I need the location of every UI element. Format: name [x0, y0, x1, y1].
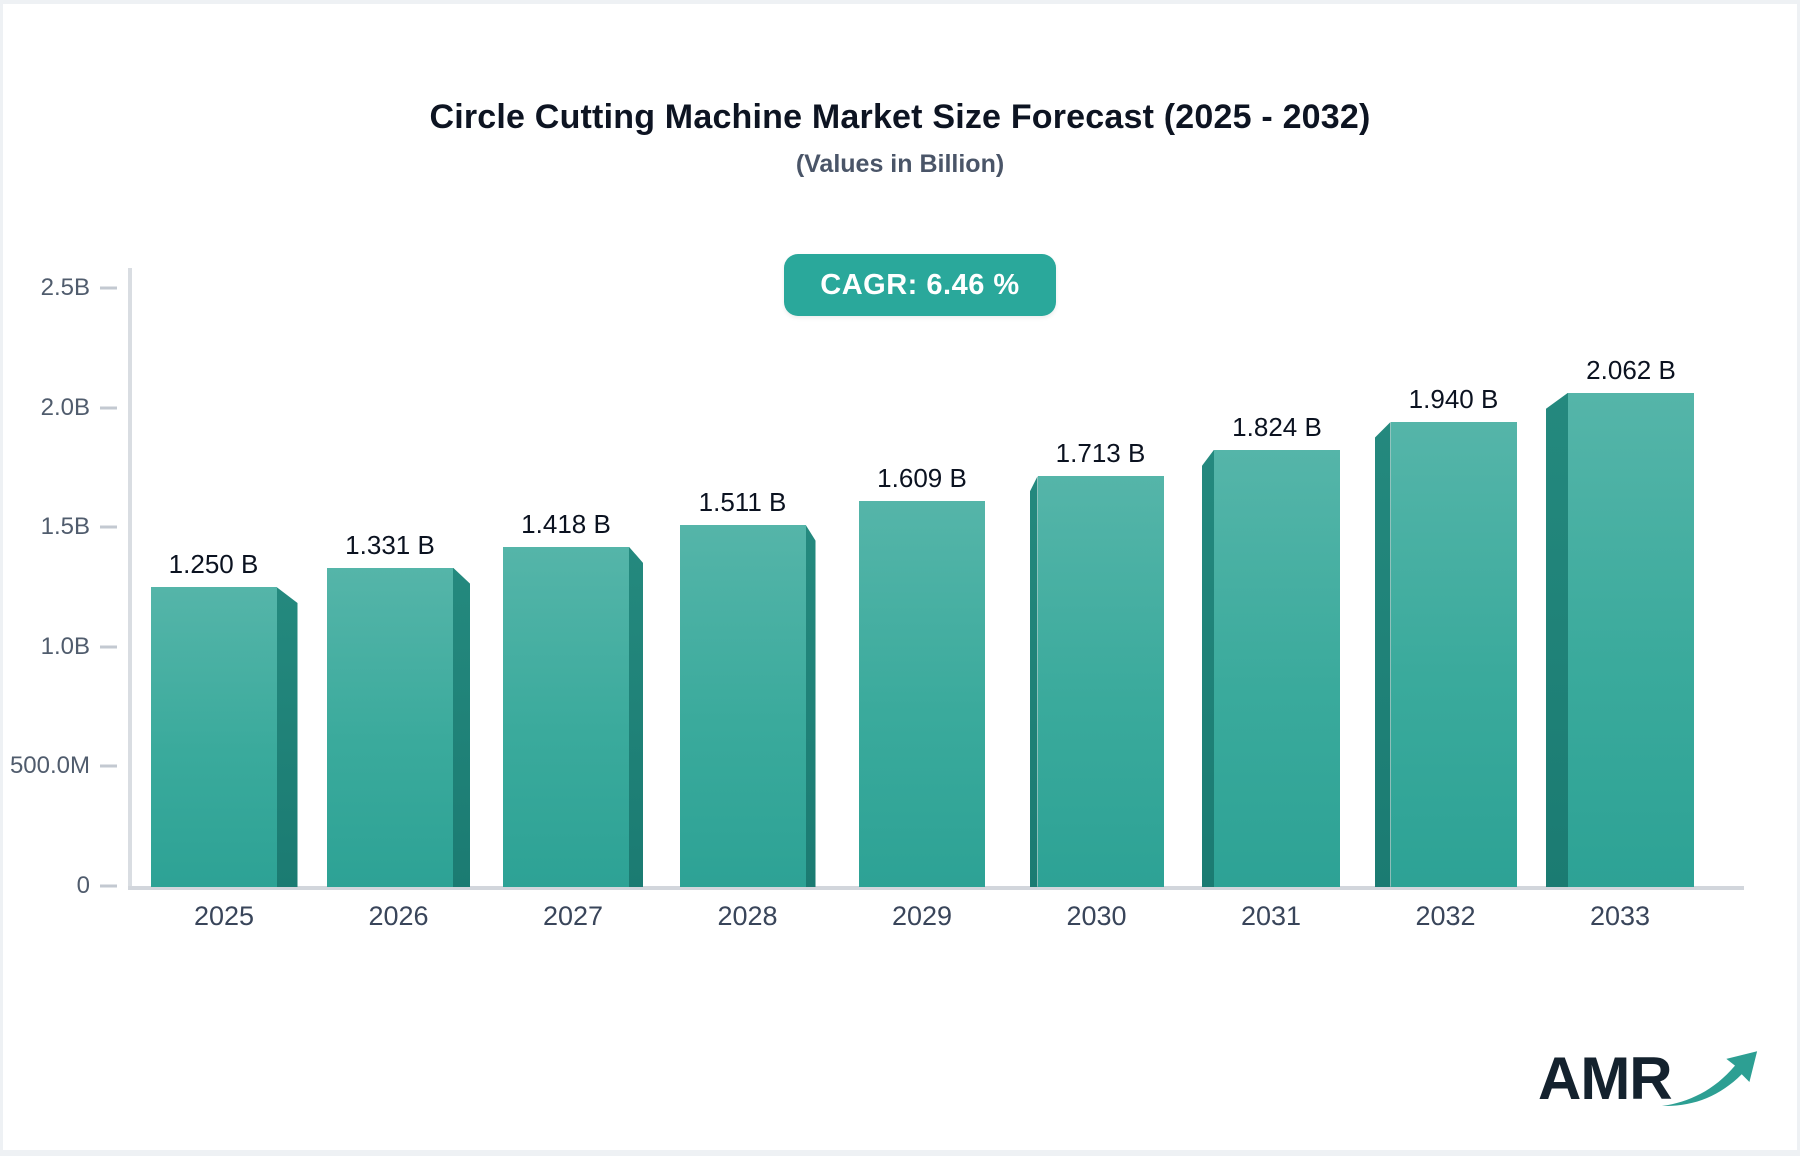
x-tick-label-2031: 2031: [1240, 901, 1302, 931]
bar-value-label-2026: 1.331 B: [345, 529, 435, 560]
bar-2030: [1037, 476, 1164, 887]
amr-logo-text: AMR: [1538, 1045, 1673, 1112]
bar-2029: [859, 501, 985, 887]
bar-value-label-2029: 1.609 B: [877, 463, 967, 494]
bar-side-face-2032: [1374, 421, 1391, 887]
bar-side-face-2026: [453, 567, 470, 887]
bar-side-face-2031: [1202, 449, 1214, 887]
y-tick-mark-4: [100, 764, 117, 768]
y-tick-mark-0: [100, 286, 117, 290]
bar-2027: [503, 546, 629, 887]
x-axis-line: [128, 886, 1744, 890]
x-tick-label-2032: 2032: [1415, 901, 1476, 931]
bar-2033: [1568, 392, 1694, 887]
x-tick-label-2030: 2030: [1066, 901, 1127, 931]
x-tick-label-2029: 2029: [891, 901, 953, 931]
y-tick-label-4: 500.0M: [9, 752, 90, 780]
cagr-badge: CAGR: 6.46 %: [784, 254, 1056, 316]
y-tick-label-1: 2.0B: [40, 393, 90, 421]
y-tick-mark-3: [100, 645, 117, 649]
y-tick-label-2: 1.5B: [40, 513, 90, 541]
bar-value-label-2025: 1.250 B: [168, 549, 259, 579]
x-tick-label-2028: 2028: [717, 901, 778, 931]
bar-value-label-2031: 1.824 B: [1232, 411, 1322, 442]
bar-side-face-2033: [1546, 392, 1568, 887]
bar-value-label-2033: 2.062 B: [1586, 354, 1676, 385]
bar-2032: [1390, 421, 1517, 887]
x-tick-label-2026: 2026: [368, 901, 429, 931]
bar-2028: [679, 524, 806, 887]
bar-value-label-2028: 1.511 B: [698, 486, 787, 517]
y-tick-label-0: 2.5B: [40, 274, 90, 301]
chart-title: Circle Cutting Machine Market Size Forec…: [429, 98, 1371, 136]
y-axis-line: [128, 268, 132, 890]
chart-subtitle: (Values in Billion): [795, 150, 1005, 178]
bar-value-label-2032: 1.940 B: [1408, 383, 1499, 414]
amr-logo: AMR: [1538, 1044, 1768, 1128]
y-tick-mark-5: [100, 884, 117, 888]
bar-value-label-2027: 1.418 B: [521, 508, 611, 539]
y-tick-mark-1: [100, 406, 117, 410]
y-tick-label-5: 0: [76, 872, 90, 899]
bar-2026: [327, 567, 453, 887]
bar-side-face-2030: [1029, 476, 1038, 887]
y-tick-label-3: 1.0B: [40, 632, 90, 660]
x-tick-label-2033: 2033: [1589, 901, 1651, 931]
bar-side-face-2028: [805, 524, 816, 887]
bar-side-face-2025: [276, 587, 298, 887]
growth-arrow-icon: [1661, 1051, 1758, 1107]
y-tick-mark-2: [100, 525, 117, 529]
x-tick-label-2025: 2025: [193, 901, 255, 931]
bar-side-face-2027: [629, 546, 643, 887]
bar-2025: [150, 587, 277, 887]
bar-value-label-2030: 1.713 B: [1055, 438, 1146, 469]
x-tick-label-2027: 2027: [542, 901, 604, 931]
bar-2031: [1214, 449, 1340, 887]
